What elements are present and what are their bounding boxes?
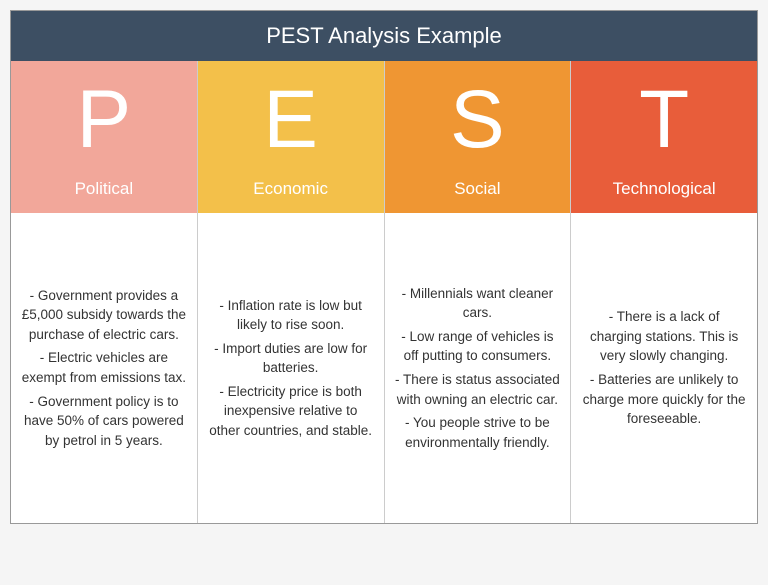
label-social: Social [385, 169, 571, 213]
title-bar: PEST Analysis Example [11, 11, 757, 61]
point: - Millennials want cleaner cars. [395, 284, 561, 323]
letter-p: P [11, 61, 197, 169]
point: - Electric vehicles are exempt from emis… [21, 348, 187, 387]
label-political: Political [11, 169, 197, 213]
column-political: P Political - Government provides a £5,0… [11, 61, 198, 523]
column-technological: T Technological - There is a lack of cha… [571, 61, 757, 523]
point: - You people strive to be environmentall… [395, 413, 561, 452]
point: - There is status associated with owning… [395, 370, 561, 409]
body-social: - Millennials want cleaner cars. - Low r… [385, 213, 571, 523]
label-economic: Economic [198, 169, 384, 213]
body-political: - Government provides a £5,000 subsidy t… [11, 213, 197, 523]
letter-e: E [198, 61, 384, 169]
letter-s: S [385, 61, 571, 169]
point: - Government provides a £5,000 subsidy t… [21, 286, 187, 345]
point: - Electricity price is both inexpensive … [208, 382, 374, 441]
point: - Import duties are low for batteries. [208, 339, 374, 378]
point: - There is a lack of charging stations. … [581, 307, 747, 366]
label-technological: Technological [571, 169, 757, 213]
point: - Inflation rate is low but likely to ri… [208, 296, 374, 335]
point: - Government policy is to have 50% of ca… [21, 392, 187, 451]
column-social: S Social - Millennials want cleaner cars… [385, 61, 572, 523]
pest-analysis-table: PEST Analysis Example P Political - Gove… [10, 10, 758, 524]
column-economic: E Economic - Inflation rate is low but l… [198, 61, 385, 523]
body-economic: - Inflation rate is low but likely to ri… [198, 213, 384, 523]
point: - Batteries are unlikely to charge more … [581, 370, 747, 429]
columns-row: P Political - Government provides a £5,0… [11, 61, 757, 523]
body-technological: - There is a lack of charging stations. … [571, 213, 757, 523]
point: - Low range of vehicles is off putting t… [395, 327, 561, 366]
letter-t: T [571, 61, 757, 169]
